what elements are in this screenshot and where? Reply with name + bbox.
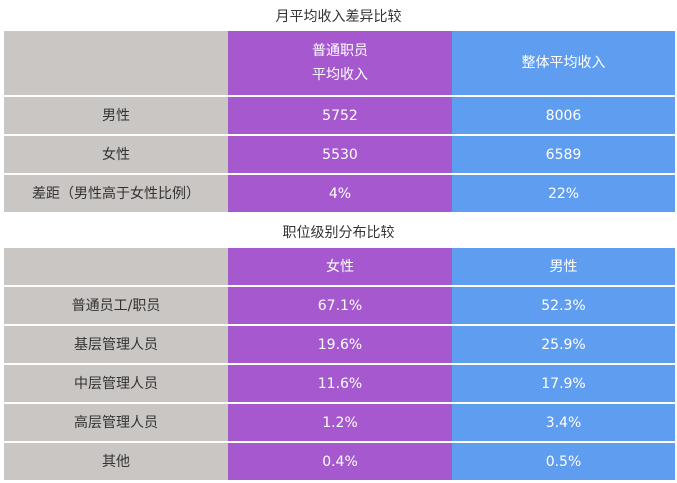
position-header-blank [4, 248, 228, 287]
position-row-v2: 25.9% [452, 326, 675, 365]
position-row-label: 普通员工/职员 [4, 287, 228, 326]
income-row-v2: 8006 [452, 97, 675, 136]
table-row: 中层管理人员 11.6% 17.9% [4, 365, 675, 404]
income-row-label: 男性 [4, 97, 228, 136]
income-header-col1-line1: 普通职员 [312, 43, 368, 59]
position-title: 职位级别分布比较 [282, 225, 395, 241]
income-table: 普通职员 平均收入 整体平均收入 男性 5752 8006 女性 5530 65… [4, 31, 675, 212]
position-header-col2: 男性 [452, 248, 675, 287]
table-row: 男性 5752 8006 [4, 97, 675, 136]
table-row: 其他 0.4% 0.5% [4, 443, 675, 480]
income-row-v1: 5752 [228, 97, 452, 136]
income-header-col2: 整体平均收入 [452, 31, 675, 97]
position-header-col1: 女性 [228, 248, 452, 287]
position-row-v1: 0.4% [228, 443, 452, 480]
income-row-v1: 5530 [228, 136, 452, 175]
position-row-v2: 3.4% [452, 404, 675, 443]
position-row-v1: 1.2% [228, 404, 452, 443]
income-row-label: 差距（男性高于女性比例） [4, 175, 228, 212]
table-row: 女性 5530 6589 [4, 136, 675, 175]
income-header-col1: 普通职员 平均收入 [228, 31, 452, 97]
income-title: 月平均收入差异比较 [275, 9, 402, 25]
income-header-col1-line2: 平均收入 [312, 67, 368, 83]
position-row-label: 其他 [4, 443, 228, 480]
income-row-v1: 4% [228, 175, 452, 212]
position-row-label: 高层管理人员 [4, 404, 228, 443]
income-row-v2: 22% [452, 175, 675, 212]
position-row-v1: 11.6% [228, 365, 452, 404]
position-row-v1: 67.1% [228, 287, 452, 326]
position-header-row: 女性 男性 [4, 248, 675, 287]
position-row-v2: 52.3% [452, 287, 675, 326]
table-row: 差距（男性高于女性比例） 4% 22% [4, 175, 675, 212]
table-row: 普通员工/职员 67.1% 52.3% [4, 287, 675, 326]
position-row-v2: 17.9% [452, 365, 675, 404]
position-row-v2: 0.5% [452, 443, 675, 480]
income-row-label: 女性 [4, 136, 228, 175]
income-header-blank [4, 31, 228, 97]
position-row-label: 中层管理人员 [4, 365, 228, 404]
position-row-label: 基层管理人员 [4, 326, 228, 365]
table-row: 高层管理人员 1.2% 3.4% [4, 404, 675, 443]
position-row-v1: 19.6% [228, 326, 452, 365]
income-row-v2: 6589 [452, 136, 675, 175]
position-table: 女性 男性 普通员工/职员 67.1% 52.3% 基层管理人员 19.6% 2… [4, 248, 675, 480]
income-header-row: 普通职员 平均收入 整体平均收入 [4, 31, 675, 97]
table-row: 基层管理人员 19.6% 25.9% [4, 326, 675, 365]
